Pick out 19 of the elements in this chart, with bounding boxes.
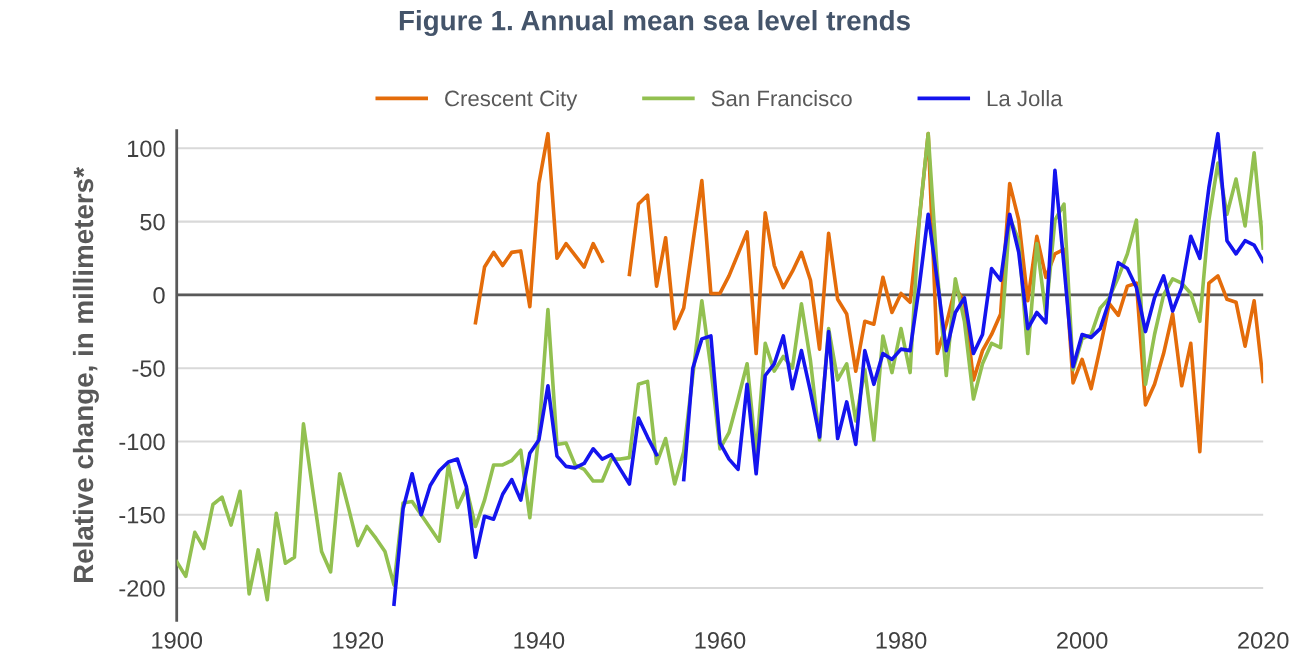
y-tick-label: 100 [128,140,165,158]
x-tick-label: 2000 [1057,632,1108,649]
chart-title: Figure 1. Annual mean sea level trends [399,10,910,37]
y-tick-label: -50 [132,360,165,377]
y-tick-label: -150 [119,506,165,524]
x-tick-label: 2020 [1238,632,1289,649]
x-tick-label: 1920 [333,632,384,649]
x-tick-label: 1960 [695,632,746,649]
x-tick-label: 1980 [876,632,927,649]
legend-label: San Francisco [711,90,852,107]
y-tick-label: -100 [119,433,165,451]
legend-label: La Jolla [987,90,1063,107]
x-tick-label: 1900 [152,632,203,649]
y-tick-label: 50 [140,213,165,231]
y-tick-label: 0 [153,286,165,304]
y-tick-label: -200 [119,580,165,597]
y-axis-title: Relative change, in millimeters* [72,167,99,583]
legend-label: Crescent City [445,90,578,111]
x-tick-label: 1940 [514,632,565,649]
